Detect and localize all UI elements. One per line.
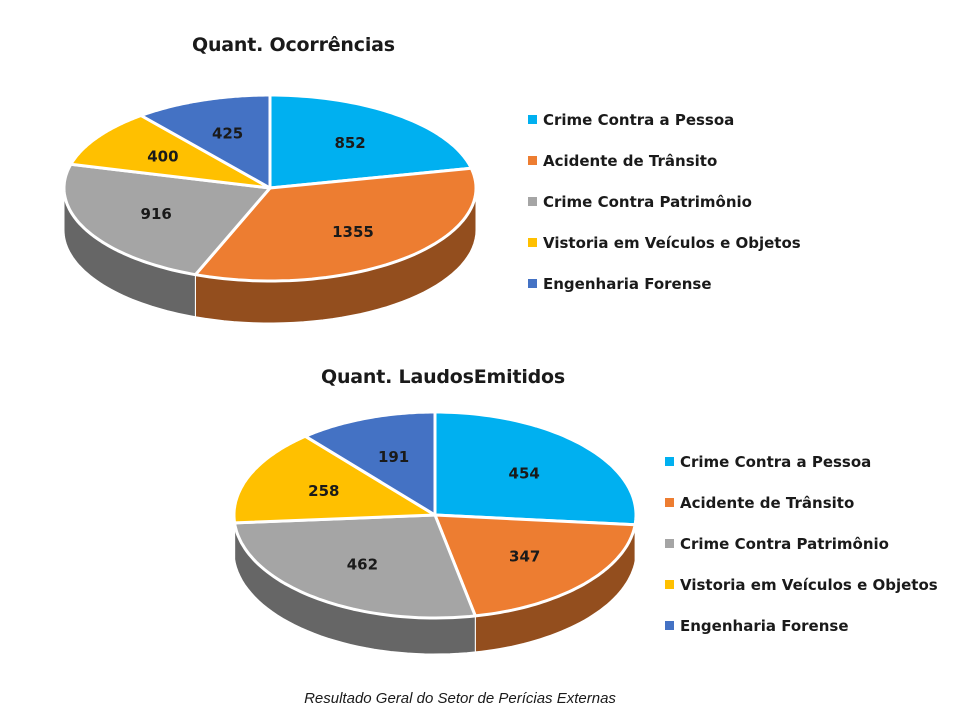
legend-item-crime-contra-patrimonio: Crime Contra Patrimônio [665, 523, 938, 564]
legend-label: Crime Contra Patrimônio [543, 192, 752, 211]
legend-label: Engenharia Forense [543, 274, 712, 293]
legend-label: Crime Contra Patrimônio [680, 534, 889, 553]
legend-item-crime-contra-patrimonio: Crime Contra Patrimônio [528, 181, 801, 222]
data-label-engenharia-forense: 191 [378, 448, 409, 466]
legend-swatch [528, 156, 537, 165]
pie-slice-vistoria-em-veiculos-e-objetos [69, 114, 272, 190]
legend-swatch [528, 197, 537, 206]
figure-caption: Resultado Geral do Setor de Perícias Ext… [304, 690, 616, 707]
legend: Crime Contra a Pessoa Acidente de Trânsit… [665, 441, 938, 646]
legend-item-vistoria-em-veiculos-e-objetos: Vistoria em Veículos e Objetos [528, 222, 801, 263]
pie-slice-engenharia-forense [139, 93, 272, 190]
legend-item-crime-contra-a-pessoa: Crime Contra a Pessoa [665, 441, 938, 482]
legend-label: Acidente de Trânsito [543, 151, 718, 170]
chart-title: Quant. Ocorrências [192, 34, 395, 56]
data-label-acidente-de-transito: 1355 [332, 223, 374, 241]
chart-title: Quant. LaudosEmitidos [321, 366, 566, 388]
data-label-vistoria-em-veiculos-e-objetos: 400 [147, 148, 178, 166]
data-label-crime-contra-patrimonio: 916 [141, 205, 172, 223]
pie-slice-crime-contra-patrimonio [62, 162, 272, 277]
pie-slice-crime-contra-a-pessoa [433, 410, 638, 527]
pie-slice-vistoria-em-veiculos-e-objetos [232, 434, 437, 525]
data-label-crime-contra-a-pessoa: 852 [334, 134, 365, 152]
data-label-crime-contra-patrimonio: 462 [347, 555, 378, 573]
legend-label: Engenharia Forense [680, 616, 849, 635]
legend: Crime Contra a Pessoa Acidente de Trânsit… [528, 99, 801, 304]
legend-item-acidente-de-transito: Acidente de Trânsito [665, 482, 938, 523]
pie-chart: 454 347 462 258 191 [232, 410, 638, 655]
pie-slice-crime-contra-a-pessoa [268, 93, 473, 190]
legend-swatch [665, 539, 674, 548]
legend-label: Crime Contra a Pessoa [680, 452, 872, 471]
legend-item-acidente-de-transito: Acidente de Trânsito [528, 140, 801, 181]
legend-swatch [665, 580, 674, 589]
legend-swatch [528, 238, 537, 247]
legend-label: Crime Contra a Pessoa [543, 110, 735, 129]
legend-label: Acidente de Trânsito [680, 493, 855, 512]
pie-slice-engenharia-forense [303, 410, 437, 517]
pie-slice-crime-contra-patrimonio [233, 513, 477, 620]
pie-slice-acidente-de-transito [193, 166, 478, 283]
data-label-engenharia-forense: 425 [212, 125, 243, 143]
legend-item-crime-contra-a-pessoa: Crime Contra a Pessoa [528, 99, 801, 140]
legend-swatch [528, 115, 537, 124]
data-label-vistoria-em-veiculos-e-objetos: 258 [308, 482, 339, 500]
data-label-acidente-de-transito: 347 [509, 547, 540, 565]
legend-label: Vistoria em Veículos e Objetos [543, 233, 801, 252]
legend-item-engenharia-forense: Engenharia Forense [528, 263, 801, 304]
legend-swatch [528, 279, 537, 288]
pie-slice-acidente-de-transito [433, 513, 637, 618]
legend-item-vistoria-em-veiculos-e-objetos: Vistoria em Veículos e Objetos [665, 564, 938, 605]
pie-chart: 852 1355 916 400 425 [62, 93, 478, 324]
legend-swatch [665, 621, 674, 630]
legend-label: Vistoria em Veículos e Objetos [680, 575, 938, 594]
legend-item-engenharia-forense: Engenharia Forense [665, 605, 938, 646]
data-label-crime-contra-a-pessoa: 454 [509, 464, 540, 482]
legend-swatch [665, 498, 674, 507]
legend-swatch [665, 457, 674, 466]
